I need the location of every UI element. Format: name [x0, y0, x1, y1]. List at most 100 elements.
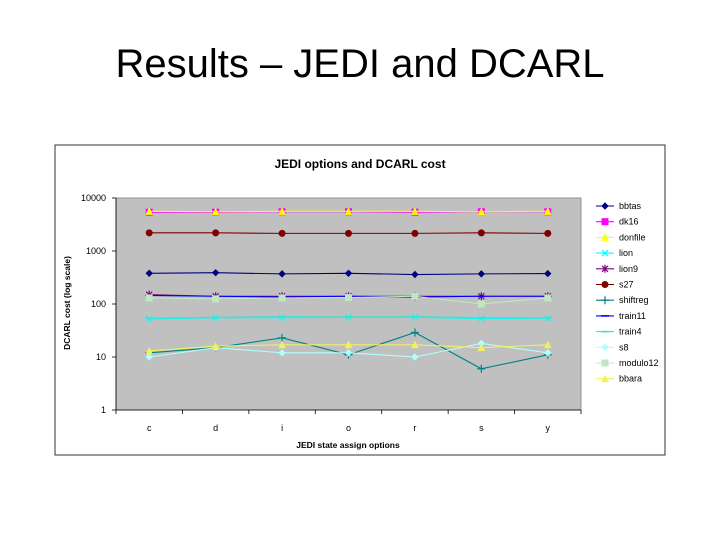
- legend-item: lion9: [596, 264, 638, 274]
- x-tick-label: i: [281, 423, 283, 433]
- legend: bbtas dk16 donfile lion lion9 s27 shiftreg trai…: [596, 201, 659, 384]
- data-point: [411, 313, 419, 321]
- legend-marker: [601, 374, 609, 383]
- data-point: [543, 207, 552, 215]
- data-point: [477, 207, 486, 216]
- legend-label: dk16: [619, 217, 639, 227]
- data-point: [411, 292, 419, 300]
- legend-marker: [601, 249, 609, 257]
- legend-label: bbtas: [619, 201, 642, 211]
- slide-title: Results – JEDI and DCARL: [115, 42, 605, 86]
- data-point: [345, 294, 352, 302]
- legend-marker: [601, 218, 609, 226]
- legend-label: train11: [619, 311, 646, 321]
- data-point: [278, 349, 286, 357]
- data-point: [544, 294, 552, 302]
- legend-label: lion: [619, 248, 633, 258]
- legend-label: lion9: [619, 264, 638, 274]
- series-bbtas: [145, 268, 552, 279]
- legend-label: s27: [619, 280, 634, 290]
- data-point: [477, 300, 485, 308]
- data-point: [278, 229, 286, 237]
- data-point: [544, 269, 552, 278]
- legend-item: donfile: [596, 232, 646, 242]
- data-point: [278, 207, 286, 215]
- x-tick-label: c: [147, 423, 152, 433]
- legend-label: train4: [619, 327, 642, 337]
- data-point: [477, 364, 486, 373]
- data-point: [411, 353, 419, 361]
- legend-item: shiftreg: [596, 295, 649, 305]
- data-point: [411, 207, 419, 215]
- legend-label: s8: [619, 342, 629, 352]
- data-point: [278, 333, 287, 342]
- series-modulo12: [145, 292, 552, 308]
- data-point: [145, 269, 153, 277]
- y-tick-label: 10000: [81, 193, 106, 203]
- data-point: [145, 229, 153, 237]
- legend-label: bbara: [619, 374, 642, 384]
- data-point: [344, 340, 353, 349]
- data-point: [278, 340, 286, 349]
- data-point: [145, 294, 153, 302]
- data-point: [211, 342, 220, 350]
- legend-marker: [601, 233, 609, 241]
- data-point: [278, 294, 286, 302]
- data-point: [345, 229, 352, 237]
- data-point: [212, 295, 220, 303]
- legend-label: donfile: [619, 232, 646, 242]
- data-point: [211, 268, 220, 277]
- data-point: [212, 229, 220, 237]
- series-bbara: [145, 340, 552, 355]
- data-point: [145, 353, 153, 361]
- data-point: [477, 270, 486, 278]
- data-point: [344, 269, 353, 277]
- legend-marker: [601, 343, 609, 352]
- data-point: [411, 270, 419, 279]
- data-point: [344, 349, 353, 357]
- series-group: [145, 207, 552, 373]
- legend-marker: [601, 264, 609, 273]
- data-point: [544, 229, 552, 237]
- data-point: [544, 349, 552, 357]
- y-tick-label: 100: [91, 299, 106, 309]
- legend-item: modulo12: [596, 358, 659, 368]
- legend-marker: [601, 359, 609, 367]
- y-tick-label: 10: [96, 352, 106, 362]
- data-point: [411, 229, 419, 237]
- x-tick-label: o: [346, 423, 351, 433]
- y-tick-label: 1: [101, 405, 106, 415]
- data-point: [278, 270, 286, 278]
- data-point: [410, 328, 419, 337]
- legend-item: lion: [596, 248, 633, 258]
- x-axis-label: JEDI state assign options: [296, 440, 400, 450]
- legend-marker: [601, 281, 609, 288]
- legend-marker: [601, 296, 609, 305]
- series-train4: [145, 315, 552, 319]
- x-tick-label: y: [546, 423, 551, 433]
- data-point: [344, 207, 353, 215]
- legend-marker: [601, 202, 609, 210]
- x-tick-label: s: [479, 423, 484, 433]
- plot-area: [115, 197, 582, 411]
- y-ticks: 1 10 100 1000 10000: [81, 193, 116, 415]
- data-point: [411, 340, 419, 349]
- legend-item: bbara: [596, 374, 642, 384]
- data-point: [145, 207, 154, 215]
- data-point: [145, 346, 154, 355]
- data-point: [145, 315, 153, 323]
- y-tick-label: 1000: [86, 246, 106, 256]
- data-point: [211, 207, 220, 216]
- chart-title: JEDI options and DCARL cost: [274, 157, 445, 171]
- legend-item: train11: [596, 311, 646, 321]
- legend-label: shiftreg: [619, 295, 649, 305]
- legend-item: bbtas: [596, 201, 642, 211]
- legend-item: train4: [596, 327, 642, 337]
- data-point: [477, 343, 486, 352]
- y-axis-label: DCARL cost (log scale): [62, 256, 72, 350]
- legend-item: s8: [596, 342, 629, 352]
- series-s27: [145, 229, 552, 237]
- data-point: [477, 315, 485, 323]
